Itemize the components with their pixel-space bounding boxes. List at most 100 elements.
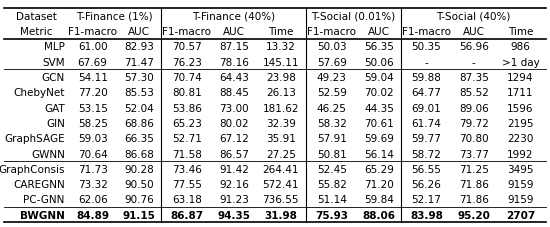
Text: 73.00: 73.00	[219, 103, 249, 113]
Text: 70.74: 70.74	[172, 73, 202, 83]
Text: 71.86: 71.86	[459, 179, 489, 189]
Text: 9159: 9159	[507, 195, 534, 205]
Text: 58.72: 58.72	[411, 149, 442, 159]
Text: 86.57: 86.57	[219, 149, 249, 159]
Text: AUC: AUC	[368, 27, 390, 37]
Text: 91.42: 91.42	[219, 164, 249, 174]
Text: 52.59: 52.59	[317, 88, 346, 98]
Text: 13.32: 13.32	[266, 42, 296, 52]
Text: 70.64: 70.64	[78, 149, 108, 159]
Text: 68.86: 68.86	[124, 118, 155, 128]
Text: 52.71: 52.71	[172, 134, 202, 144]
Text: 572.41: 572.41	[262, 179, 299, 189]
Text: 79.72: 79.72	[459, 118, 489, 128]
Text: 56.35: 56.35	[364, 42, 394, 52]
Text: AUC: AUC	[463, 27, 485, 37]
Text: 57.69: 57.69	[317, 57, 346, 67]
Text: 88.06: 88.06	[362, 210, 395, 220]
Text: 67.12: 67.12	[219, 134, 249, 144]
Text: 56.96: 56.96	[459, 42, 489, 52]
Text: 56.14: 56.14	[364, 149, 394, 159]
Text: GIN: GIN	[46, 118, 65, 128]
Text: 77.55: 77.55	[172, 179, 202, 189]
Text: 89.06: 89.06	[459, 103, 489, 113]
Text: 70.61: 70.61	[364, 118, 394, 128]
Text: 62.06: 62.06	[78, 195, 108, 205]
Text: 64.77: 64.77	[411, 88, 442, 98]
Text: 91.15: 91.15	[123, 210, 156, 220]
Text: F1-macro: F1-macro	[162, 27, 211, 37]
Text: 71.47: 71.47	[124, 57, 155, 67]
Text: 91.23: 91.23	[219, 195, 249, 205]
Text: Dataset: Dataset	[15, 12, 57, 22]
Text: 70.80: 70.80	[459, 134, 488, 144]
Text: 90.28: 90.28	[124, 164, 154, 174]
Text: 27.25: 27.25	[266, 149, 296, 159]
Text: 145.11: 145.11	[262, 57, 299, 67]
Text: ChebyNet: ChebyNet	[13, 88, 65, 98]
Text: 59.88: 59.88	[411, 73, 442, 83]
Text: 71.58: 71.58	[172, 149, 202, 159]
Text: 63.18: 63.18	[172, 195, 202, 205]
Text: 53.15: 53.15	[78, 103, 108, 113]
Text: 26.13: 26.13	[266, 88, 296, 98]
Text: 73.32: 73.32	[78, 179, 108, 189]
Text: 82.93: 82.93	[124, 42, 155, 52]
Text: 52.17: 52.17	[411, 195, 442, 205]
Text: 71.73: 71.73	[78, 164, 108, 174]
Text: 90.76: 90.76	[124, 195, 154, 205]
Text: 61.74: 61.74	[411, 118, 442, 128]
Text: 80.02: 80.02	[219, 118, 249, 128]
Text: 73.77: 73.77	[459, 149, 489, 159]
Text: 53.86: 53.86	[172, 103, 202, 113]
Text: 67.69: 67.69	[78, 57, 108, 67]
Text: 73.46: 73.46	[172, 164, 202, 174]
Text: GraphSAGE: GraphSAGE	[4, 134, 65, 144]
Text: GraphConsis: GraphConsis	[0, 164, 65, 174]
Text: 1294: 1294	[507, 73, 534, 83]
Text: >1 day: >1 day	[502, 57, 540, 67]
Text: T-Social (0.01%): T-Social (0.01%)	[311, 12, 395, 22]
Text: 92.16: 92.16	[219, 179, 249, 189]
Text: 181.62: 181.62	[262, 103, 299, 113]
Text: 55.82: 55.82	[317, 179, 346, 189]
Text: 32.39: 32.39	[266, 118, 296, 128]
Text: 95.20: 95.20	[458, 210, 490, 220]
Text: 64.43: 64.43	[219, 73, 249, 83]
Text: GCN: GCN	[42, 73, 65, 83]
Text: 65.23: 65.23	[172, 118, 202, 128]
Text: PC-GNN: PC-GNN	[24, 195, 65, 205]
Text: 52.45: 52.45	[317, 164, 346, 174]
Text: 87.15: 87.15	[219, 42, 249, 52]
Text: F1-macro: F1-macro	[402, 27, 451, 37]
Text: 90.50: 90.50	[124, 179, 154, 189]
Text: -: -	[472, 57, 476, 67]
Text: 9159: 9159	[507, 179, 534, 189]
Text: 69.01: 69.01	[411, 103, 441, 113]
Text: 80.81: 80.81	[172, 88, 202, 98]
Text: 31.98: 31.98	[265, 210, 298, 220]
Text: 49.23: 49.23	[317, 73, 346, 83]
Text: SVM: SVM	[42, 57, 65, 67]
Text: F1-macro: F1-macro	[307, 27, 356, 37]
Text: 51.14: 51.14	[317, 195, 346, 205]
Text: 83.98: 83.98	[410, 210, 443, 220]
Text: T-Social (40%): T-Social (40%)	[436, 12, 510, 22]
Text: GAT: GAT	[44, 103, 65, 113]
Text: 59.69: 59.69	[364, 134, 394, 144]
Text: CAREGNN: CAREGNN	[13, 179, 65, 189]
Text: 44.35: 44.35	[364, 103, 394, 113]
Text: 70.02: 70.02	[364, 88, 394, 98]
Text: Time: Time	[508, 27, 533, 37]
Text: 2707: 2707	[506, 210, 535, 220]
Text: 94.35: 94.35	[218, 210, 251, 220]
Text: 52.04: 52.04	[124, 103, 154, 113]
Text: 57.30: 57.30	[124, 73, 154, 83]
Text: Time: Time	[268, 27, 294, 37]
Text: 66.35: 66.35	[124, 134, 155, 144]
Text: 736.55: 736.55	[262, 195, 299, 205]
Text: 85.53: 85.53	[124, 88, 155, 98]
Text: 59.03: 59.03	[78, 134, 108, 144]
Text: T-Finance (1%): T-Finance (1%)	[76, 12, 152, 22]
Text: 56.26: 56.26	[411, 179, 442, 189]
